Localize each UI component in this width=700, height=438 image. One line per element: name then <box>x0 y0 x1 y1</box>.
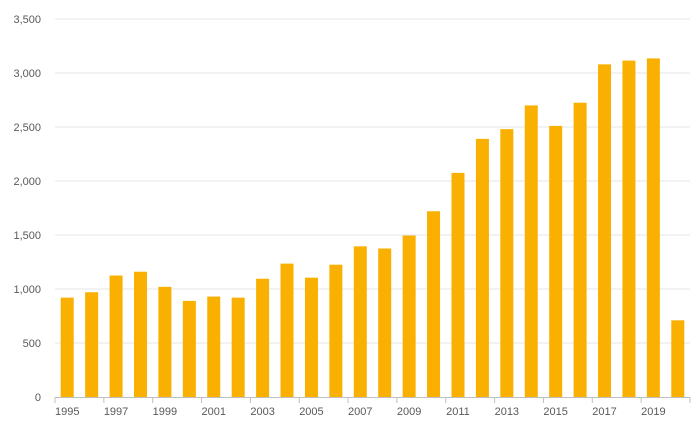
bar-2000 <box>182 300 196 397</box>
bar-2002 <box>231 297 245 397</box>
y-tick-label: 2,500 <box>13 122 41 134</box>
x-tick-label: 2001 <box>202 406 226 418</box>
bar-2014 <box>524 105 538 398</box>
bar-1996 <box>85 292 99 397</box>
bar-2016 <box>573 102 587 397</box>
bar-2001 <box>207 296 221 397</box>
x-tick-label: 2019 <box>641 406 665 418</box>
x-tick-label: 2017 <box>592 406 616 418</box>
bar-1999 <box>158 286 172 397</box>
y-tick-label: 1,500 <box>13 230 41 242</box>
bar-2004 <box>280 263 294 397</box>
bar-2003 <box>256 278 270 397</box>
bars <box>60 58 685 398</box>
y-tick-label: 0 <box>35 392 41 404</box>
bar-1995 <box>60 297 74 397</box>
y-tick-label: 500 <box>23 338 41 350</box>
bar-2010 <box>427 211 441 397</box>
x-tick-label: 2011 <box>446 406 470 418</box>
x-tick-label: 2007 <box>348 406 372 418</box>
y-tick-label: 3,500 <box>13 14 41 26</box>
bar-2005 <box>304 277 318 397</box>
x-tick-label: 2005 <box>299 406 323 418</box>
y-tick-label: 3,000 <box>13 68 41 80</box>
bar-2008 <box>378 248 392 397</box>
x-tick-label: 1997 <box>104 406 128 418</box>
bar-2012 <box>475 138 489 397</box>
y-axis-tick-labels: 0 500 1,000 1,500 2,000 2,500 3,000 3,500 <box>13 14 41 404</box>
bar-2007 <box>353 246 367 397</box>
x-tick-label: 1995 <box>55 406 79 418</box>
y-tick-label: 1,000 <box>13 284 41 296</box>
bar-2019 <box>646 58 660 398</box>
x-tick-label: 2009 <box>397 406 421 418</box>
x-tick-label: 2003 <box>250 406 274 418</box>
y-tick-label: 2,000 <box>13 176 41 188</box>
x-tick-label: 2013 <box>495 406 519 418</box>
bar-2009 <box>402 235 416 397</box>
bar-2018 <box>622 60 636 398</box>
bar-2013 <box>500 129 514 397</box>
bar-2006 <box>329 264 343 397</box>
bar-1998 <box>133 271 147 397</box>
bar-2020 <box>671 320 685 397</box>
gridlines <box>55 18 690 344</box>
bar-2015 <box>549 125 563 398</box>
bar-2011 <box>451 172 465 397</box>
x-axis-tick-labels: 1995 1997 1999 2001 2003 2005 2007 2009 2011 2013… <box>55 406 666 418</box>
x-tick-label: 1999 <box>153 406 177 418</box>
x-tick-label: 2015 <box>543 406 567 418</box>
bar-2017 <box>598 64 612 398</box>
bar-1997 <box>109 275 123 397</box>
x-axis <box>54 397 691 403</box>
